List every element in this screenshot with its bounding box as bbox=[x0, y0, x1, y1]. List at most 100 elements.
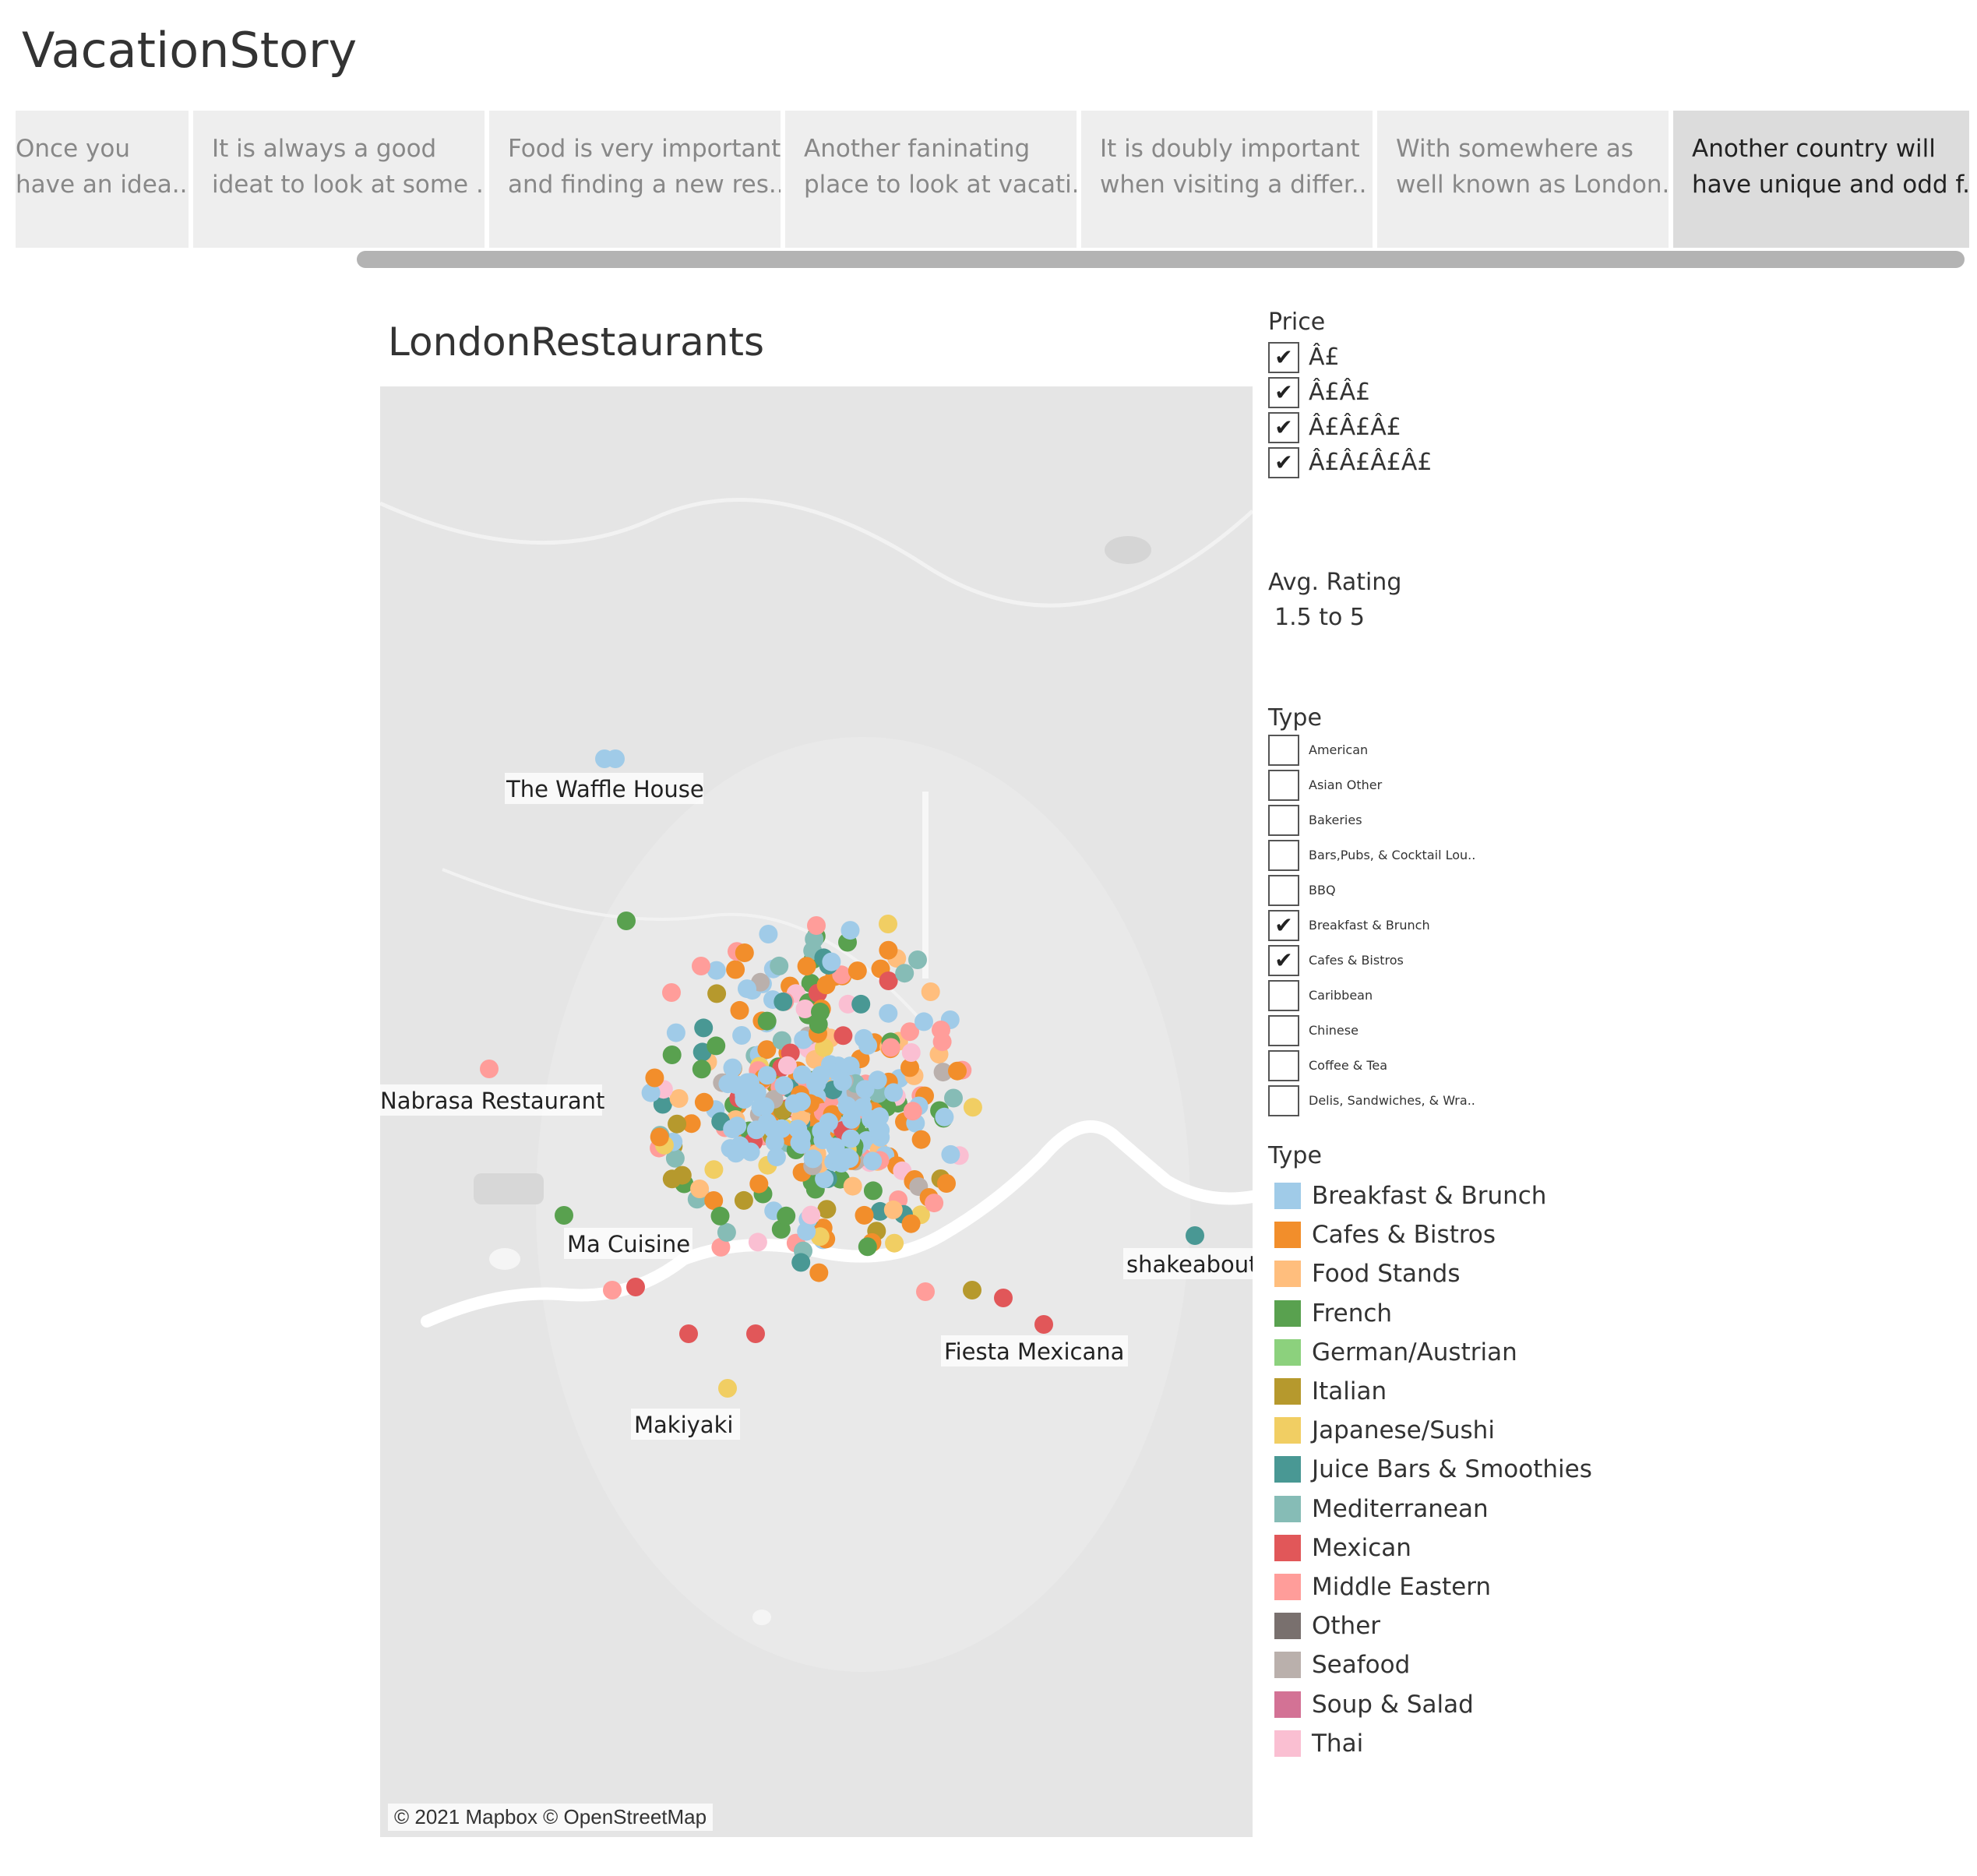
restaurant-marker[interactable] bbox=[851, 994, 871, 1014]
story-point-3[interactable]: Food is very important and finding a new… bbox=[489, 111, 781, 248]
restaurant-marker[interactable] bbox=[770, 956, 789, 975]
restaurant-marker[interactable] bbox=[797, 1222, 816, 1241]
price-filter-item[interactable]: ✔ Â£Â£Â£ bbox=[1268, 410, 1432, 445]
restaurant-marker[interactable] bbox=[900, 1022, 919, 1042]
restaurant-marker[interactable] bbox=[826, 1137, 845, 1157]
restaurant-marker[interactable] bbox=[662, 1169, 682, 1189]
restaurant-marker[interactable] bbox=[795, 1000, 815, 1018]
story-point-7[interactable]: Another country will have unique and odd… bbox=[1673, 111, 1969, 248]
price-filter-item[interactable]: ✔ Â£Â£ bbox=[1268, 375, 1432, 410]
restaurant-marker[interactable] bbox=[726, 1075, 745, 1095]
restaurant-marker[interactable] bbox=[555, 1206, 573, 1225]
restaurant-marker[interactable] bbox=[807, 916, 826, 935]
restaurant-marker[interactable] bbox=[707, 1036, 726, 1056]
restaurant-marker[interactable] bbox=[879, 1003, 898, 1023]
legend-item[interactable]: Mexican bbox=[1274, 1529, 1592, 1567]
type-filter-item[interactable]: Delis, Sandwiches, & Wra.. bbox=[1268, 1083, 1595, 1118]
restaurant-marker[interactable] bbox=[692, 1060, 711, 1079]
restaurant-marker[interactable] bbox=[948, 1061, 967, 1081]
restaurant-marker[interactable] bbox=[735, 943, 754, 962]
restaurant-marker[interactable] bbox=[941, 1144, 960, 1164]
restaurant-marker[interactable] bbox=[777, 1056, 797, 1075]
restaurant-marker[interactable] bbox=[784, 1094, 804, 1113]
restaurant-marker[interactable] bbox=[814, 1038, 833, 1057]
restaurant-marker[interactable] bbox=[668, 1114, 687, 1134]
checkbox[interactable] bbox=[1268, 874, 1299, 906]
checkbox[interactable]: ✔ bbox=[1268, 446, 1299, 478]
restaurant-marker[interactable] bbox=[788, 1120, 808, 1139]
legend-item[interactable]: Middle Eastern bbox=[1274, 1567, 1592, 1606]
legend-item[interactable]: French bbox=[1274, 1294, 1592, 1333]
restaurant-marker[interactable] bbox=[812, 1121, 831, 1141]
restaurant-marker[interactable] bbox=[884, 1083, 904, 1102]
restaurant-marker[interactable] bbox=[911, 1130, 931, 1149]
restaurant-marker[interactable] bbox=[879, 915, 897, 933]
restaurant-marker[interactable] bbox=[811, 1002, 830, 1021]
restaurant-marker[interactable] bbox=[885, 1233, 904, 1253]
restaurant-marker[interactable] bbox=[738, 979, 756, 999]
price-filter-item[interactable]: ✔ Â£Â£Â£Â£ bbox=[1268, 445, 1432, 480]
restaurant-marker[interactable] bbox=[728, 1116, 747, 1136]
restaurant-marker[interactable] bbox=[718, 1379, 737, 1398]
restaurant-marker[interactable] bbox=[757, 1011, 777, 1031]
restaurant-marker[interactable] bbox=[816, 975, 836, 995]
restaurant-marker[interactable] bbox=[833, 1026, 853, 1046]
restaurant-marker[interactable] bbox=[838, 994, 858, 1014]
legend-item[interactable]: Breakfast & Brunch bbox=[1274, 1176, 1592, 1215]
restaurant-marker[interactable] bbox=[879, 940, 898, 960]
restaurant-marker[interactable] bbox=[822, 952, 841, 972]
legend-item[interactable]: Seafood bbox=[1274, 1645, 1592, 1684]
restaurant-marker[interactable] bbox=[741, 1142, 760, 1162]
restaurant-marker[interactable] bbox=[817, 1200, 837, 1219]
story-point-4[interactable]: Another faninating place to look at vaca… bbox=[785, 111, 1077, 248]
restaurant-marker[interactable] bbox=[935, 1107, 954, 1127]
legend-item[interactable]: Juice Bars & Smoothies bbox=[1274, 1450, 1592, 1489]
legend-item[interactable]: Japanese/Sushi bbox=[1274, 1411, 1592, 1450]
restaurant-marker[interactable] bbox=[901, 1214, 921, 1233]
restaurant-marker[interactable] bbox=[853, 1098, 872, 1117]
checkbox[interactable] bbox=[1268, 1084, 1299, 1116]
restaurant-marker[interactable] bbox=[665, 1148, 685, 1168]
checkbox[interactable]: ✔ bbox=[1268, 411, 1299, 443]
restaurant-marker[interactable] bbox=[726, 1144, 745, 1163]
legend-item[interactable]: German/Austrian bbox=[1274, 1333, 1592, 1372]
price-filter-item[interactable]: ✔ Â£ bbox=[1268, 340, 1432, 375]
restaurant-marker[interactable] bbox=[832, 1154, 851, 1172]
restaurant-marker[interactable] bbox=[843, 1176, 862, 1196]
restaurant-marker[interactable] bbox=[791, 1253, 811, 1272]
map-canvas[interactable]: The Waffle House Nabrasa Restaurant Ma C… bbox=[380, 386, 1253, 1837]
restaurant-marker[interactable] bbox=[815, 1169, 834, 1189]
restaurant-marker[interactable] bbox=[797, 957, 816, 976]
restaurant-marker[interactable] bbox=[748, 1232, 767, 1252]
story-point-5[interactable]: It is doubly important when visiting a d… bbox=[1081, 111, 1373, 248]
restaurant-marker[interactable] bbox=[883, 1200, 903, 1219]
restaurant-marker[interactable] bbox=[809, 1263, 829, 1282]
restaurant-marker[interactable] bbox=[908, 950, 927, 969]
restaurant-marker[interactable] bbox=[863, 1181, 883, 1201]
type-filter-item[interactable]: ✔ Breakfast & Brunch bbox=[1268, 908, 1595, 943]
map-attribution[interactable]: © 2021 Mapbox © OpenStreetMap bbox=[388, 1804, 714, 1831]
story-scrollbar[interactable] bbox=[357, 251, 1965, 268]
restaurant-marker[interactable] bbox=[730, 1000, 749, 1020]
restaurant-marker[interactable] bbox=[746, 1324, 765, 1343]
restaurant-marker[interactable] bbox=[692, 957, 710, 975]
restaurant-marker[interactable] bbox=[803, 1149, 823, 1169]
restaurant-marker[interactable] bbox=[723, 1058, 742, 1077]
restaurant-marker[interactable] bbox=[881, 1038, 900, 1057]
legend-item[interactable]: Cafes & Bistros bbox=[1274, 1215, 1592, 1254]
legend-item[interactable]: Italian bbox=[1274, 1372, 1592, 1411]
restaurant-marker[interactable] bbox=[717, 1222, 736, 1242]
type-filter-item[interactable]: Caribbean bbox=[1268, 978, 1595, 1013]
restaurant-marker[interactable] bbox=[679, 1324, 698, 1343]
restaurant-marker[interactable] bbox=[626, 1278, 645, 1296]
restaurant-marker[interactable] bbox=[858, 1237, 877, 1257]
type-filter[interactable]: American Asian Other Bakeries Bars,Pubs,… bbox=[1268, 732, 1595, 1118]
restaurant-marker[interactable] bbox=[704, 1160, 724, 1180]
restaurant-marker[interactable] bbox=[749, 1174, 769, 1194]
restaurant-marker[interactable] bbox=[901, 1043, 921, 1062]
restaurant-marker[interactable] bbox=[1034, 1315, 1053, 1334]
type-filter-item[interactable]: Bars,Pubs, & Cocktail Lou.. bbox=[1268, 838, 1595, 873]
restaurant-marker[interactable] bbox=[732, 1026, 752, 1045]
restaurant-marker[interactable] bbox=[933, 1063, 953, 1082]
restaurant-marker[interactable] bbox=[921, 982, 940, 1001]
